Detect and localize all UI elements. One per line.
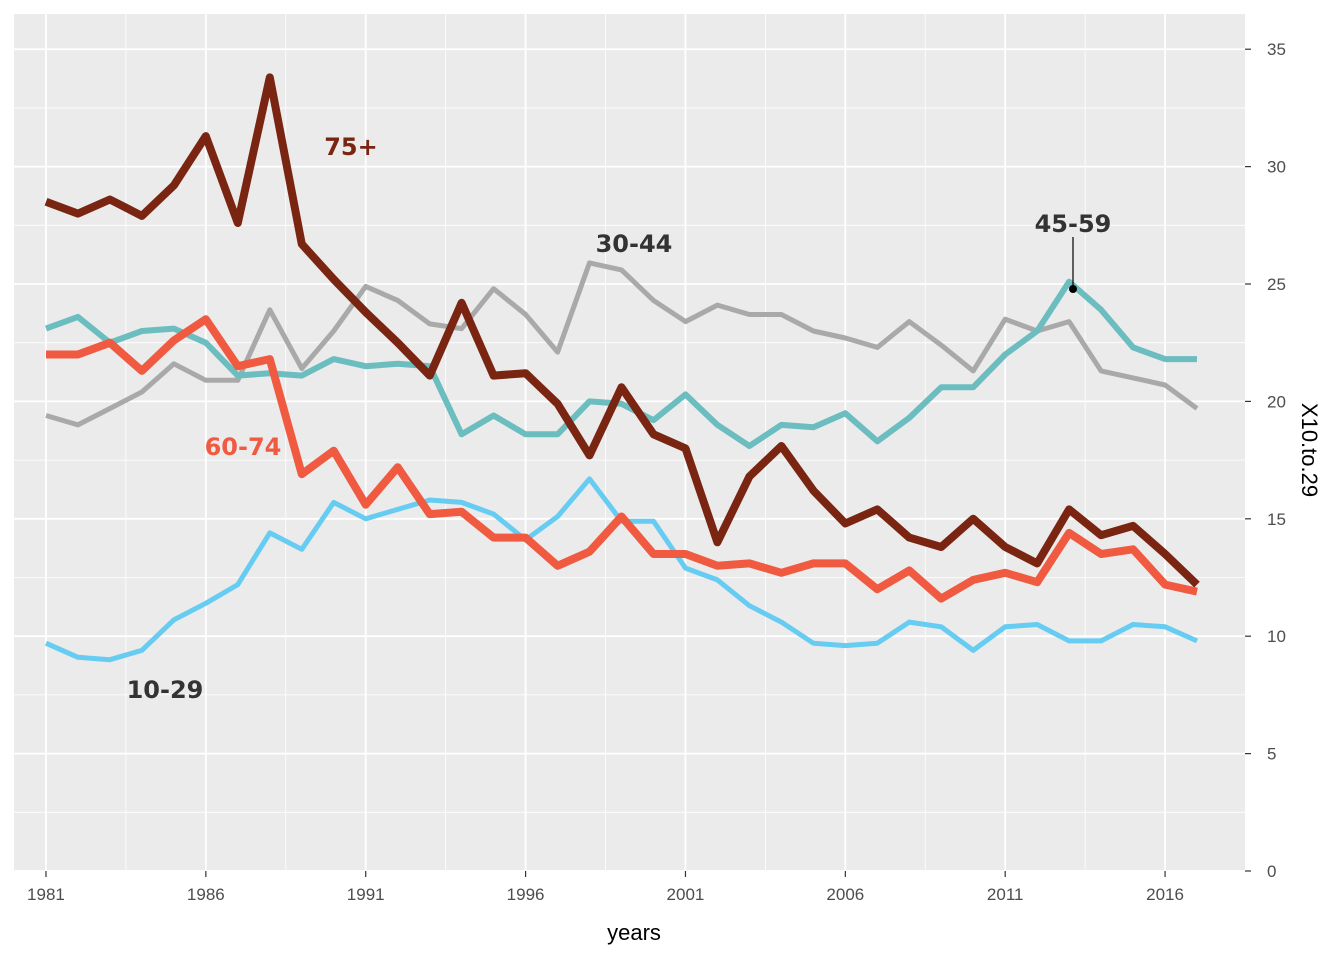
y-tick-label: 10	[1267, 627, 1286, 646]
y-axis-title: X10.to.29	[1297, 403, 1322, 497]
y-tick-label: 5	[1267, 745, 1276, 764]
y-tick-label: 35	[1267, 40, 1286, 59]
y-tick-label: 15	[1267, 510, 1286, 529]
annotations: 75+ 30-44 45-59 60-74 10-29	[127, 133, 1112, 704]
x-tick-label: 1981	[27, 885, 65, 904]
x-tick-label: 2006	[826, 885, 864, 904]
x-tick-label: 1996	[507, 885, 545, 904]
y-axis: 0 5 10 15 20 25 30 35	[1245, 40, 1286, 881]
y-tick-label: 0	[1267, 862, 1276, 881]
x-axis: 1981 1986 1991 1996 2001 2006 2011 2016	[27, 871, 1184, 904]
x-tick-label: 2001	[667, 885, 705, 904]
x-tick-label: 2016	[1146, 885, 1184, 904]
annotation-label-45-59: 45-59	[1035, 210, 1112, 238]
series-line-30-44	[45, 260, 1199, 428]
y-tick-label: 20	[1267, 392, 1286, 411]
series-lines	[44, 73, 1200, 663]
annotation-point-45-59	[1069, 285, 1077, 293]
plot-panel	[14, 14, 1245, 871]
y-tick-label: 30	[1267, 158, 1286, 177]
x-tick-label: 1986	[187, 885, 225, 904]
annotation-label-60-74: 60-74	[205, 433, 282, 461]
x-tick-label: 1991	[347, 885, 385, 904]
x-tick-label: 2011	[987, 885, 1024, 904]
series-line-60-74	[46, 315, 1198, 603]
series-line-75-plus	[44, 73, 1200, 588]
series-line-45-59	[44, 278, 1197, 449]
x-axis-title: years	[607, 920, 661, 945]
y-tick-label: 25	[1267, 275, 1286, 294]
annotation-label-75-plus: 75+	[324, 133, 378, 161]
annotation-label-30-44: 30-44	[596, 230, 673, 258]
annotation-label-10-29: 10-29	[127, 676, 204, 704]
